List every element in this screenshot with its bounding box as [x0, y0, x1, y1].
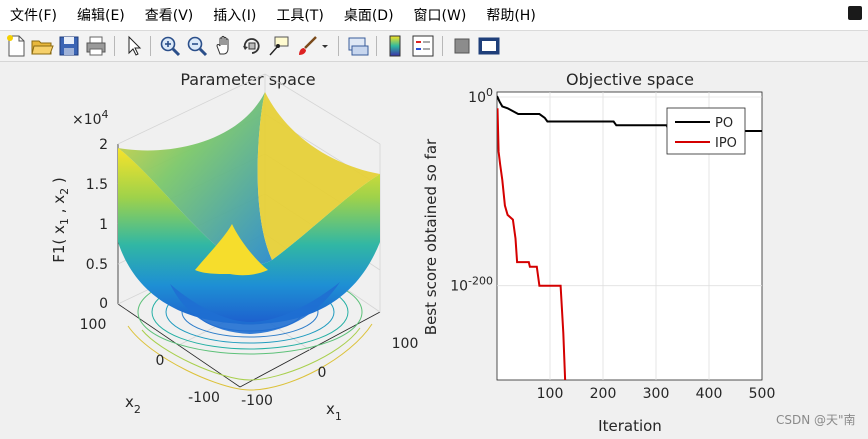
legend-ipo-label: IPO — [715, 136, 737, 151]
hide-plot-tools-icon[interactable] — [450, 34, 474, 58]
z-exponent-label: ×104 — [72, 108, 109, 128]
menu-edit[interactable]: 编辑(E) — [76, 8, 125, 24]
toolbar-separator — [376, 36, 377, 56]
x1-tick-label: -100 — [241, 393, 273, 409]
left-plot-title: Parameter space — [180, 70, 315, 89]
toolbar-separator — [442, 36, 443, 56]
toolbar-separator — [114, 36, 115, 56]
menu-desktop[interactable]: 桌面(D) — [343, 8, 394, 24]
z-tick-label: 0.5 — [86, 257, 108, 273]
x2-axis-line — [117, 303, 241, 388]
surface-back-left — [118, 92, 272, 265]
menu-window[interactable]: 窗口(W) — [413, 8, 467, 24]
legend-po-label: PO — [715, 116, 733, 131]
zoom-out-icon[interactable] — [185, 34, 209, 58]
surface-front-peak — [195, 224, 268, 276]
menu-insert[interactable]: 插入(I) — [213, 8, 257, 24]
series-line-po — [497, 95, 762, 132]
y-tick-label: 100 — [468, 86, 493, 106]
watermark: CSDN @天"南 — [776, 412, 856, 427]
series-line-ipo — [497, 108, 567, 380]
legend[interactable]: PO IPO — [666, 107, 746, 155]
zoom-in-icon[interactable] — [158, 34, 182, 58]
new-file-icon[interactable] — [4, 34, 28, 58]
x2-tick-label: -100 — [188, 390, 220, 406]
figure-svg: Parameter space — [50, 70, 856, 435]
objective-space-axes[interactable]: Objective space 100 200 300 400 500 100 10-200… — [422, 70, 775, 435]
x1-tick-label: 100 — [392, 336, 419, 352]
pan-icon[interactable] — [212, 34, 236, 58]
surface-front — [118, 148, 380, 324]
y-axis-label: Best score obtained so far — [422, 138, 440, 335]
x1-tick-label: 0 — [318, 365, 327, 381]
x2-axis-label: x2 — [125, 393, 141, 416]
brush-dropdown-chevron-down-icon[interactable] — [318, 34, 332, 58]
x1-axis-label: x1 — [326, 400, 342, 423]
pointer-icon[interactable] — [122, 34, 146, 58]
right-plot-title: Objective space — [566, 70, 694, 89]
colorbar-icon[interactable] — [384, 34, 408, 58]
x2-tick-label: 0 — [156, 353, 165, 369]
brush-icon[interactable] — [295, 34, 319, 58]
z-tick-label: 1.5 — [86, 177, 108, 193]
x-tick-label: 100 — [537, 386, 564, 402]
right-axis-ticks: 100 200 300 400 500 100 10-200 — [450, 86, 775, 402]
link-plot-icon[interactable] — [346, 34, 370, 58]
rotate-3d-icon[interactable] — [240, 34, 264, 58]
show-plot-tools-icon[interactable] — [477, 34, 501, 58]
menu-file[interactable]: 文件(F) — [10, 8, 57, 24]
open-folder-icon[interactable] — [30, 34, 54, 58]
menu-tools[interactable]: 工具(T) — [276, 8, 324, 24]
save-icon[interactable] — [57, 34, 81, 58]
x-tick-label: 300 — [643, 386, 670, 402]
legend-icon[interactable] — [411, 34, 435, 58]
data-cursor-icon[interactable] — [267, 34, 291, 58]
figure-toolbar — [0, 31, 868, 62]
surface-bottom — [170, 282, 340, 334]
surface-back-right — [257, 92, 380, 260]
x-tick-label: 200 — [590, 386, 617, 402]
dock-figure-icon[interactable] — [848, 6, 862, 20]
legend-box — [666, 107, 746, 155]
z-tick-label: 0 — [99, 296, 108, 312]
z-tick-label: 2 — [99, 137, 108, 153]
menubar: 文件(F) 编辑(E) 查看(V) 插入(I) 工具(T) 桌面(D) 窗口(W… — [0, 0, 868, 31]
x2-tick-label: 100 — [80, 317, 107, 333]
x-tick-label: 400 — [696, 386, 723, 402]
menu-view[interactable]: 查看(V) — [144, 8, 194, 24]
parameter-space-axes[interactable]: Parameter space — [50, 70, 418, 423]
y-tick-label: 10-200 — [450, 275, 493, 295]
figure-canvas: Parameter space — [0, 62, 868, 435]
z-tick-label: 1 — [99, 217, 108, 233]
z-axis-label: F1( x1 , x2 ) — [50, 177, 71, 262]
x-axis-label: Iteration — [598, 417, 662, 435]
print-icon[interactable] — [84, 34, 108, 58]
menu-help[interactable]: 帮助(H) — [486, 8, 536, 24]
series-lines — [497, 95, 762, 380]
x-tick-label: 500 — [749, 386, 776, 402]
toolbar-separator — [338, 36, 339, 56]
toolbar-separator — [150, 36, 151, 56]
